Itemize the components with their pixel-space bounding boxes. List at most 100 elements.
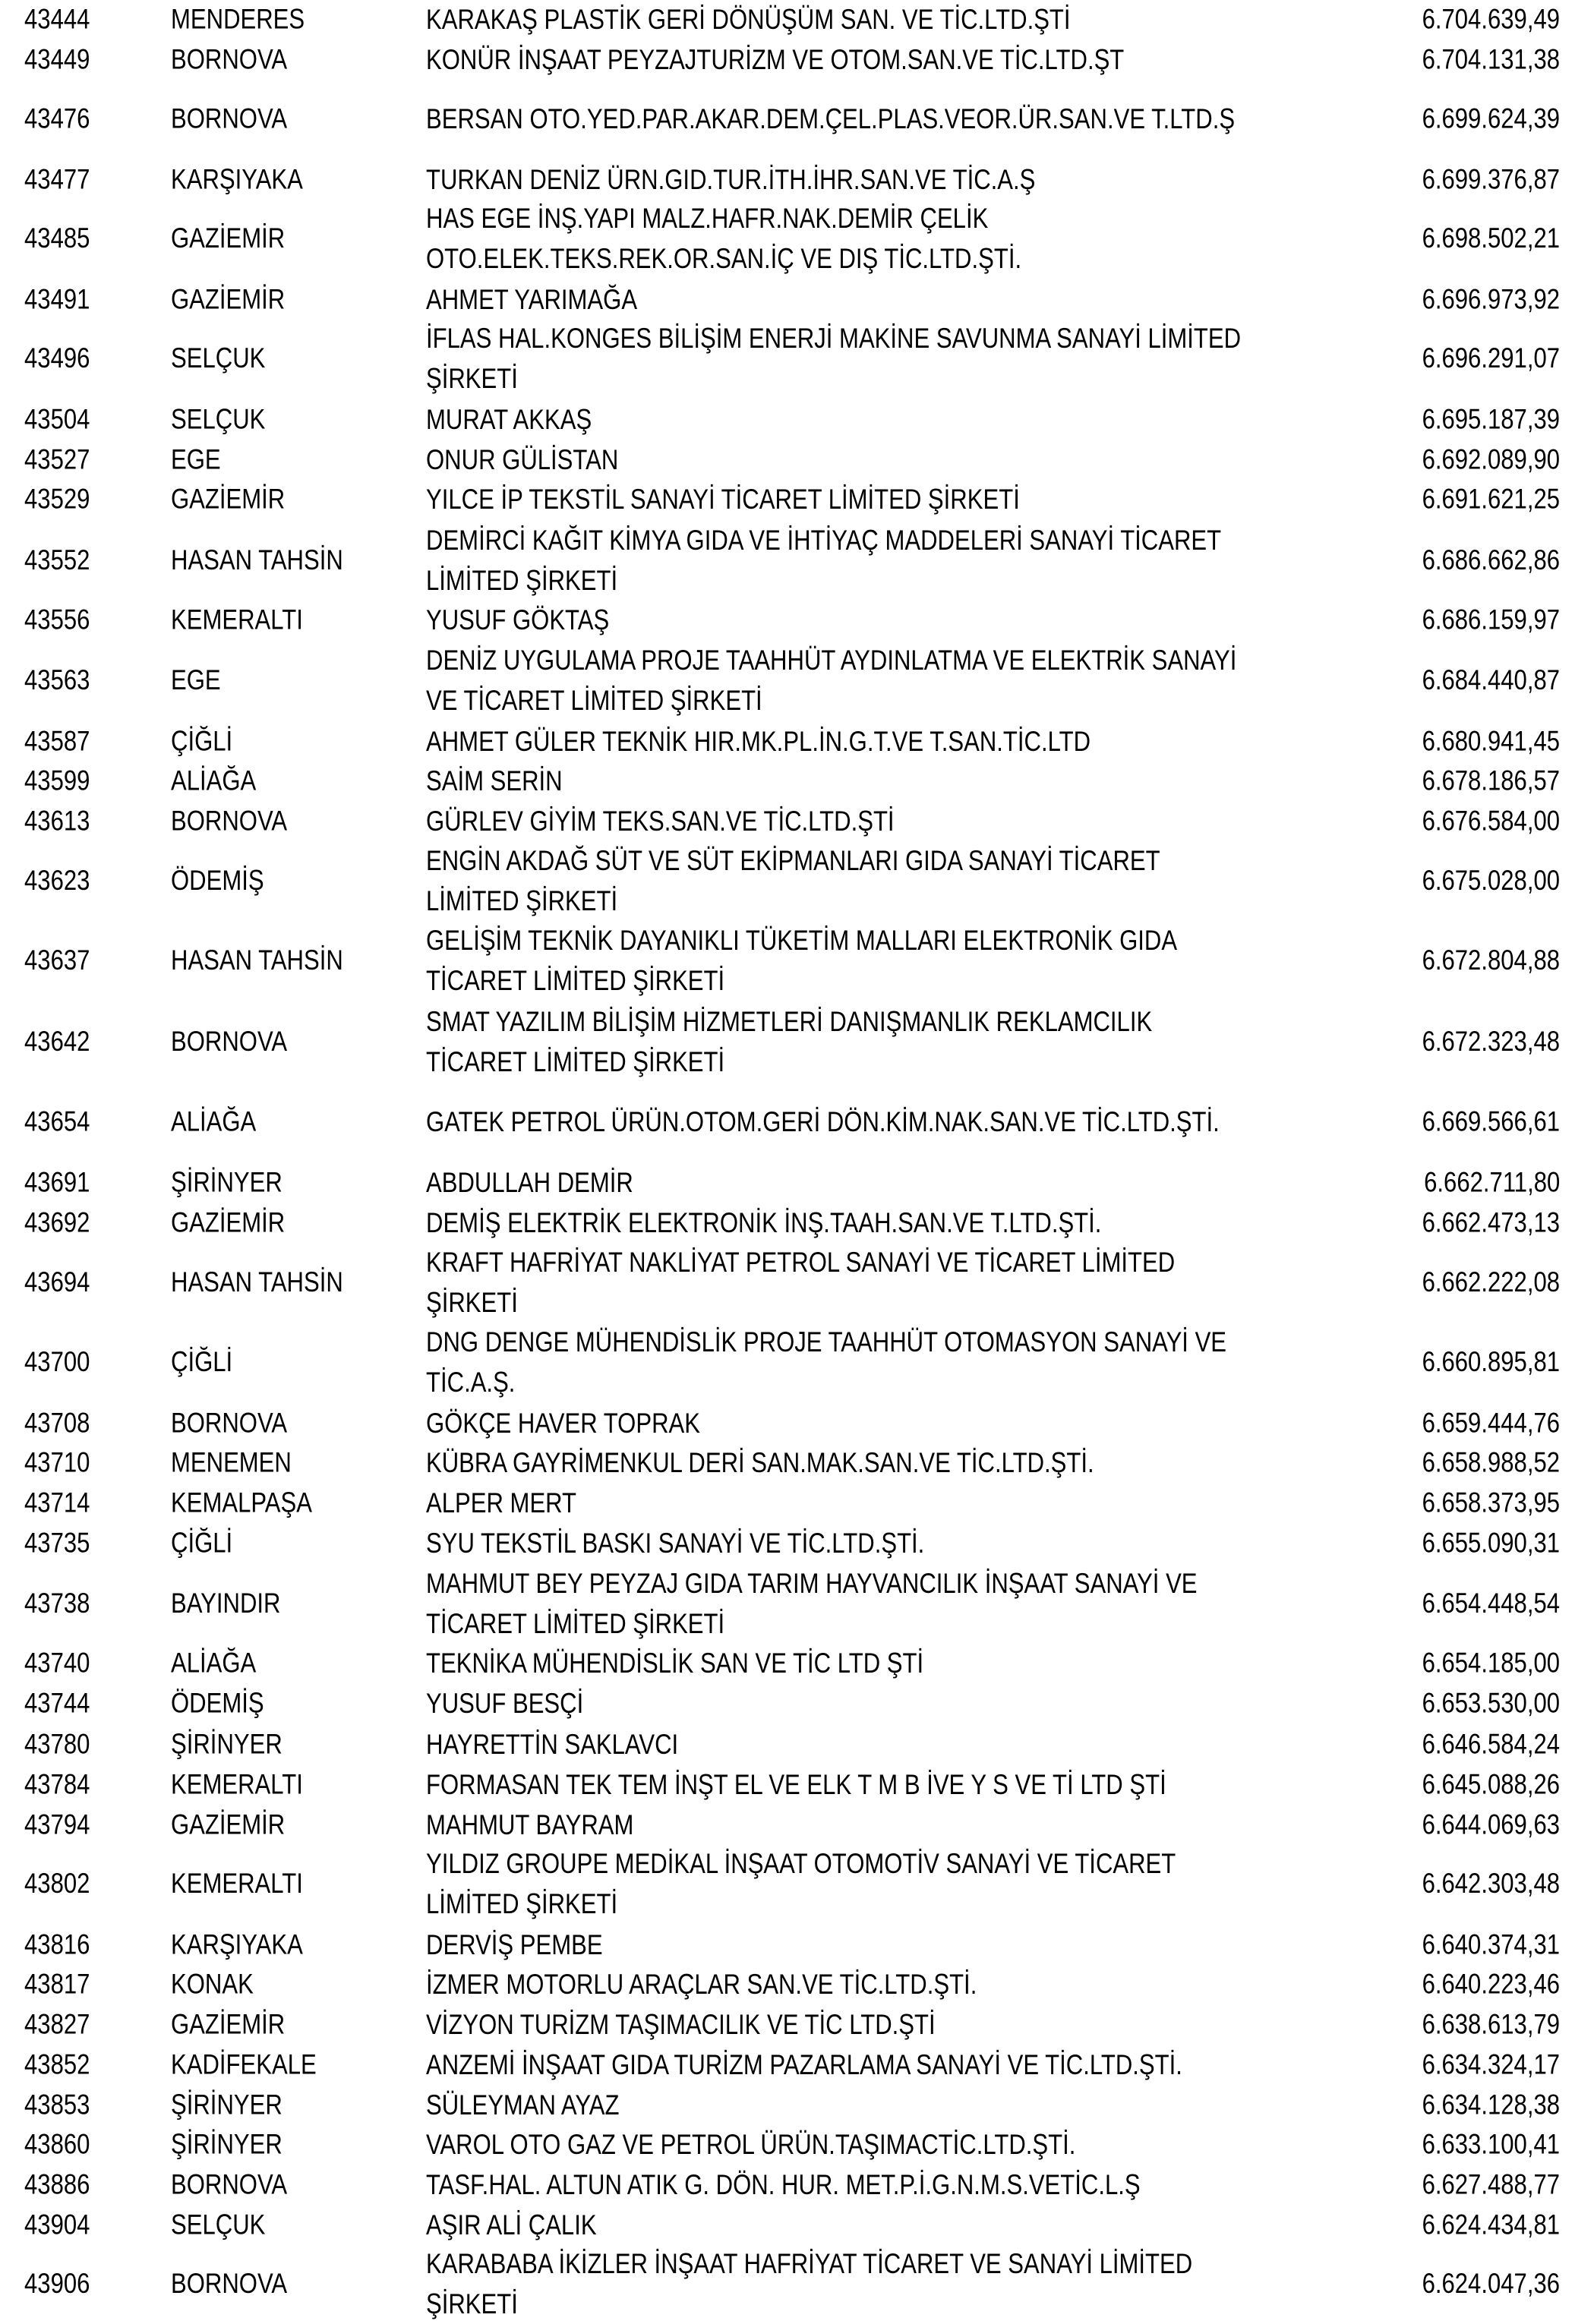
district: SELÇUK [171, 342, 266, 374]
record-id: 43563 [24, 664, 90, 696]
record-id: 43740 [24, 1647, 90, 1679]
table-row: 43477 KARŞIYAKA TURKAN DENİZ ÜRN.GID.TUR.İ… [0, 159, 1575, 200]
district: BORNOVA [171, 43, 288, 75]
company-name: KRAFT HAFRİYAT NAKLİYAT PETROL SANAYİ VE… [426, 1246, 1176, 1318]
district: HASAN TAHSİN [171, 544, 343, 575]
table-row: 43817 KONAK İZMER MOTORLU ARAÇLAR SAN.VE T… [0, 1964, 1575, 2004]
amount: 6.692.089,90 [1422, 443, 1560, 475]
company-name: DENİZ UYGULAMA PROJE TAAHHÜT AYDINLATMA … [426, 645, 1237, 717]
record-id: 43784 [24, 1768, 90, 1800]
record-id: 43906 [24, 2268, 90, 2300]
table-row: 43654 ALİAĞA GATEK PETROL ÜRÜN.OTOM.GERİ D… [0, 1102, 1575, 1142]
table-row: 43444 MENDERES KARAKAŞ PLASTİK GERİ DÖNÜŞÜ… [0, 0, 1575, 39]
district: ŞİRİNYER [171, 1728, 282, 1760]
amount: 6.699.624,39 [1422, 102, 1560, 134]
table-row: 43527 EGE ONUR GÜLİSTAN 6.692.089,90 [0, 440, 1575, 480]
table-row: 43563 EGE DENİZ UYGULAMA PROJE TAAHHÜT AYD… [0, 640, 1575, 721]
company-name: GATEK PETROL ÜRÜN.OTOM.GERİ DÖN.KİM.NAK.… [426, 1106, 1220, 1138]
record-id: 43444 [24, 3, 90, 35]
district: KARŞIYAKA [171, 163, 303, 195]
record-id: 43613 [24, 805, 90, 837]
amount: 6.658.988,52 [1422, 1446, 1560, 1478]
table-row: 43802 KEMERALTI YILDIZ GROUPE MEDİKAL İNŞA… [0, 1843, 1575, 1924]
amount: 6.696.291,07 [1422, 342, 1560, 374]
company-name: GÖKÇE HAVER TOPRAK [426, 1407, 700, 1439]
record-id: 43816 [24, 1928, 90, 1960]
record-id: 43794 [24, 1808, 90, 1840]
district: BORNOVA [171, 2168, 288, 2200]
district: EGE [171, 664, 221, 696]
record-id: 43637 [24, 944, 90, 976]
amount: 6.654.448,54 [1422, 1588, 1560, 1619]
record-id: 43529 [24, 483, 90, 515]
amount: 6.659.444,76 [1422, 1407, 1560, 1439]
amount: 6.698.502,21 [1422, 222, 1560, 254]
company-name: ENGİN AKDAĞ SÜT VE SÜT EKİPMANLARI GIDA … [426, 844, 1160, 916]
district: ALİAĞA [171, 765, 257, 796]
district: GAZİEMİR [171, 1808, 286, 1840]
amount: 6.645.088,26 [1422, 1768, 1560, 1800]
record-id: 43691 [24, 1166, 90, 1198]
district: GAZİEMİR [171, 222, 286, 254]
amount: 6.662.473,13 [1422, 1206, 1560, 1238]
record-id: 43886 [24, 2168, 90, 2200]
company-name: MURAT AKKAŞ [426, 403, 592, 435]
amount: 6.686.662,86 [1422, 544, 1560, 575]
district: KONAK [171, 1968, 254, 2000]
company-name: VİZYON TURİZM TAŞIMACILIK VE TİC LTD.ŞTİ [426, 2009, 936, 2041]
record-id: 43817 [24, 1968, 90, 2000]
district: ÖDEMİŞ [171, 1687, 264, 1719]
record-id: 43552 [24, 544, 90, 575]
amount: 6.654.185,00 [1422, 1647, 1560, 1679]
district: MENDERES [171, 3, 305, 35]
district: GAZİEMİR [171, 2008, 286, 2040]
record-id: 43780 [24, 1728, 90, 1760]
company-name: GÜRLEV GİYİM TEKS.SAN.VE TİC.LTD.ŞTİ [426, 806, 895, 837]
record-id: 43852 [24, 2048, 90, 2080]
company-name: TURKAN DENİZ ÜRN.GID.TUR.İTH.İHR.SAN.VE … [426, 163, 1036, 195]
amount: 6.704.131,38 [1422, 43, 1560, 75]
company-name: MAHMUT BEY PEYZAJ GIDA TARIM HAYVANCILIK… [426, 1568, 1198, 1640]
table-row: 43904 SELÇUK AŞIR ALİ ÇALIK 6.624.434,81 [0, 2205, 1575, 2245]
amount: 6.684.440,87 [1422, 664, 1560, 696]
company-name: DEMİŞ ELEKTRİK ELEKTRONİK İNŞ.TAAH.SAN.V… [426, 1207, 1102, 1239]
district: SELÇUK [171, 403, 266, 435]
table-row: 43587 ÇİĞLİ AHMET GÜLER TEKNİK HIR.MK.PL.İ… [0, 721, 1575, 762]
company-name: DNG DENGE MÜHENDİSLİK PROJE TAAHHÜT OTOM… [426, 1326, 1227, 1398]
district: ŞİRİNYER [171, 1166, 282, 1198]
record-id: 43504 [24, 403, 90, 435]
record-id: 43744 [24, 1687, 90, 1719]
company-name: ALPER MERT [426, 1487, 577, 1518]
amount: 6.646.584,24 [1422, 1728, 1560, 1760]
table-row: 43744 ÖDEMİŞ YUSUF BESÇİ 6.653.530,00 [0, 1683, 1575, 1723]
amount: 6.660.895,81 [1422, 1346, 1560, 1378]
table-row: 43735 ÇİĞLİ SYU TEKSTİL BASKI SANAYİ VE Tİ… [0, 1523, 1575, 1563]
record-id: 43827 [24, 2008, 90, 2040]
amount: 6.642.303,48 [1422, 1868, 1560, 1900]
table-row: 43780 ŞİRİNYER HAYRETTİN SAKLAVCI 6.646.584… [0, 1724, 1575, 1764]
amount: 6.695.187,39 [1422, 403, 1560, 435]
amount: 6.699.376,87 [1422, 163, 1560, 195]
record-id: 43692 [24, 1206, 90, 1238]
table-row: 43449 BORNOVA KONÜR İNŞAAT PEYZAJTURİZM VE… [0, 39, 1575, 80]
amount: 6.662.222,08 [1422, 1266, 1560, 1298]
record-id: 43802 [24, 1868, 90, 1900]
company-name: AHMET GÜLER TEKNİK HIR.MK.PL.İN.G.T.VE T… [426, 725, 1091, 757]
amount: 6.627.488,77 [1422, 2168, 1560, 2200]
table-row: 43784 KEMERALTI FORMASAN TEK TEM İNŞT EL V… [0, 1764, 1575, 1805]
company-name: YUSUF GÖKTAŞ [426, 604, 610, 635]
company-name: FORMASAN TEK TEM İNŞT EL VE ELK T M B İV… [426, 1768, 1166, 1800]
company-name: ABDULLAH DEMİR [426, 1167, 633, 1199]
company-name: AŞIR ALİ ÇALIK [426, 2209, 597, 2240]
table-row: 43556 KEMERALTI YUSUF GÖKTAŞ 6.686.159,97 [0, 600, 1575, 640]
district: GAZİEMİR [171, 483, 286, 515]
table-row: 43816 KARŞIYAKA DERVİŞ PEMBE 6.640.374,31 [0, 1925, 1575, 1965]
company-name: İZMER MOTORLU ARAÇLAR SAN.VE TİC.LTD.ŞTİ… [426, 1969, 977, 2001]
district: GAZİEMİR [171, 283, 286, 315]
table-row: 43714 KEMALPAŞA ALPER MERT 6.658.373,95 [0, 1483, 1575, 1523]
district: ÇİĞLİ [171, 725, 233, 757]
table-row: 43491 GAZİEMİR AHMET YARIMAĞA 6.696.973,92 [0, 279, 1575, 320]
record-id: 43738 [24, 1588, 90, 1619]
table-row: 43740 ALİAĞA TEKNİKA MÜHENDİSLİK SAN VE Tİ… [0, 1643, 1575, 1683]
amount: 6.634.128,38 [1422, 2089, 1560, 2121]
